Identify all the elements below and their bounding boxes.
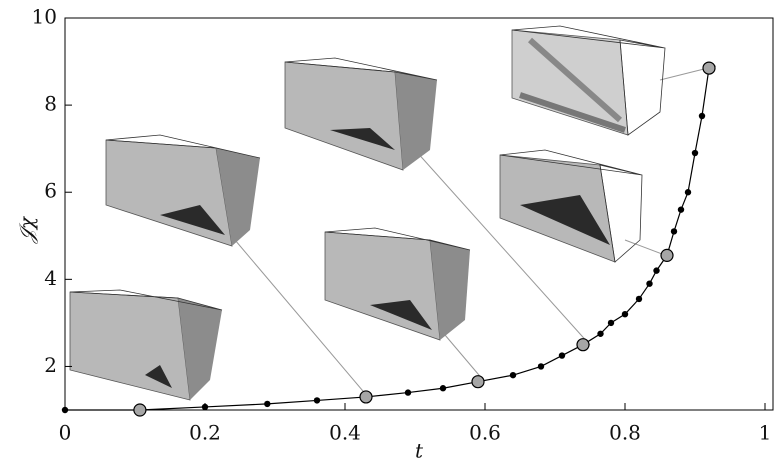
highlight-point [360, 391, 372, 403]
y-axis-label: 𝒥χ [15, 215, 39, 244]
y-tick-label: 10 [32, 5, 57, 29]
x-tick-label: 0.6 [469, 421, 501, 445]
y-tick-label: 8 [44, 92, 57, 116]
highlight-point [577, 339, 589, 351]
point [597, 331, 603, 337]
point [510, 372, 516, 378]
point [646, 280, 652, 286]
insets [70, 26, 716, 400]
inset-render [70, 290, 222, 400]
chart: t 𝒥χ 2 4 6 8 10 0 0.2 0.4 0.6 0.8 1 [0, 0, 774, 463]
y-tick-label: 2 [44, 353, 57, 377]
inset-render [106, 135, 260, 246]
point [202, 404, 208, 410]
highlight-point [661, 249, 673, 261]
x-tick-label: 0.2 [189, 421, 221, 445]
highlight-point [134, 404, 146, 416]
point [405, 389, 411, 395]
point [264, 401, 270, 407]
y-tick-label: 4 [44, 266, 57, 290]
inset-render [512, 26, 665, 135]
point [622, 311, 628, 317]
point [440, 385, 446, 391]
point [678, 206, 684, 212]
inset-render [285, 58, 437, 170]
point [636, 296, 642, 302]
y-tick-label: 6 [44, 179, 57, 203]
highlight-point [703, 62, 715, 74]
point [608, 320, 614, 326]
x-tick-label: 0 [59, 421, 72, 445]
point [559, 352, 565, 358]
x-tick-label: 0.4 [329, 421, 361, 445]
leader-line [445, 335, 484, 381]
inset-render [500, 150, 642, 262]
point [314, 397, 320, 403]
x-tick-label: 1 [759, 421, 772, 445]
point [653, 267, 659, 273]
point [699, 113, 705, 119]
x-tick-label: 0.8 [609, 421, 641, 445]
point [692, 150, 698, 156]
point [671, 228, 677, 234]
inset-render [325, 228, 470, 340]
x-axis-label: t [415, 439, 424, 463]
point [62, 407, 68, 413]
point [538, 363, 544, 369]
point [685, 189, 691, 195]
highlight-point [472, 376, 484, 388]
